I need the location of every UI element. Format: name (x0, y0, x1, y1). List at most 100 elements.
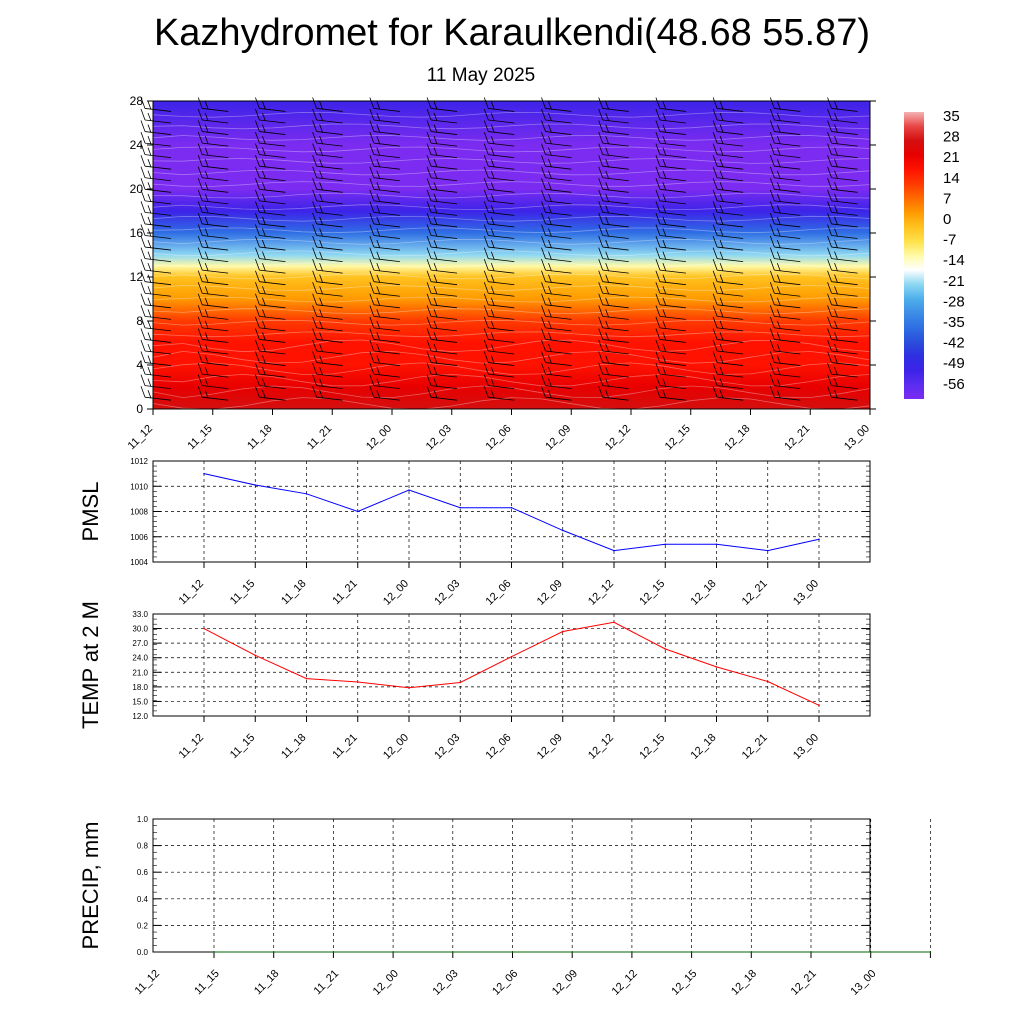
x-tick-label: 11_21 (305, 423, 335, 453)
wind-barb (197, 97, 229, 112)
wind-barb (255, 166, 286, 182)
pmsl-point (766, 549, 769, 552)
wind-barb (655, 97, 686, 112)
isotherm-line (152, 261, 871, 268)
wind-barb (712, 108, 744, 124)
wind-barb (541, 189, 572, 205)
wind-barb (255, 305, 286, 320)
x-tick-label: 12_21 (782, 423, 812, 453)
wind-barb (426, 247, 458, 262)
wind-barb (827, 224, 858, 239)
wind-barb (312, 235, 343, 251)
temperature-field (153, 101, 870, 409)
wind-barb (369, 247, 400, 262)
wind-barb (769, 351, 801, 366)
wind-barb (483, 362, 515, 378)
wind-barb (769, 282, 801, 297)
wind-barb (655, 235, 686, 251)
wind-barb (312, 155, 343, 170)
wind-barb (140, 201, 172, 216)
wind-barb (483, 374, 515, 390)
wind-barb (655, 374, 686, 390)
wind-barb (255, 178, 286, 193)
wind-barb (312, 224, 343, 239)
y-tick-label: 8 (136, 314, 143, 328)
wind-barb (712, 224, 744, 239)
wind-barb (369, 386, 400, 401)
wind-barb (827, 328, 858, 343)
wind-barb (483, 178, 515, 193)
wind-barb (769, 108, 801, 124)
temp-point (305, 677, 308, 680)
temp-point (715, 666, 718, 668)
x-tick-label: 12_00 (364, 423, 394, 453)
temp-point (254, 654, 257, 657)
wind-barb (712, 339, 744, 355)
wind-barb (541, 247, 572, 262)
wind-barb (197, 259, 229, 274)
wind-barb (140, 374, 172, 390)
wind-barb (712, 362, 744, 378)
wind-barb (541, 212, 572, 228)
wind-barb (541, 143, 572, 159)
precip-point (452, 951, 454, 953)
wind-barb (426, 362, 458, 378)
wind-barb (197, 316, 229, 332)
wind-barb (541, 97, 572, 112)
wind-barb (655, 201, 686, 216)
wind-barb (541, 362, 572, 378)
pmsl-point (818, 538, 820, 541)
wind-barb (827, 259, 858, 274)
x-tick-label: 12_21 (789, 968, 819, 998)
colorbar-label: -49 (943, 355, 965, 372)
wind-barb (483, 143, 515, 159)
wind-barb (312, 247, 343, 262)
wind-barb (655, 108, 686, 124)
wind-barb (712, 212, 744, 228)
x-tick-label: 11_12 (126, 423, 156, 453)
x-tick-label: 12_09 (535, 578, 565, 608)
wind-barb (541, 270, 572, 286)
x-tick-label: 12_12 (610, 968, 640, 998)
wind-barb (712, 97, 744, 112)
wind-barb (769, 386, 801, 401)
x-tick-label: 12_03 (431, 968, 461, 998)
wind-barb (483, 108, 515, 124)
wind-barb (426, 166, 458, 182)
precip-point (332, 951, 335, 953)
wind-barb (541, 201, 572, 216)
y-tick-label: 24.0 (132, 654, 148, 663)
wind-barb (483, 166, 515, 182)
wind-barb (255, 293, 286, 309)
precip-panel: 1.0 0.8 0.6 0.4 0.2 0.0 11_12 11_15 11_18 11_21 12… (78, 815, 932, 998)
wind-barb (712, 155, 744, 170)
wind-barb (140, 351, 172, 366)
wind-barb (312, 212, 343, 228)
wind-barb (483, 155, 515, 170)
wind-barb (140, 293, 172, 309)
precip-point (631, 951, 633, 953)
wind-barb (255, 120, 286, 135)
wind-barb (312, 97, 343, 112)
wind-barb (426, 155, 458, 170)
wind-barb (598, 131, 629, 147)
y-tick-label: 30.0 (132, 625, 148, 634)
wind-barb (140, 108, 172, 124)
wind-barb (197, 178, 229, 193)
wind-barb (312, 131, 343, 147)
wind-barb (598, 120, 629, 135)
x-tick-label: 12_21 (740, 732, 770, 762)
pmsl-point (510, 506, 513, 509)
wind-barb (369, 212, 400, 228)
wind-barb (483, 328, 515, 343)
wind-barb (426, 293, 458, 309)
wind-barb (255, 282, 286, 297)
wind-barb (827, 235, 858, 251)
wind-barb (541, 339, 572, 355)
precip-point (929, 951, 932, 953)
wind-barb (483, 270, 515, 286)
wind-barb (541, 305, 572, 320)
y-tick-label: 27.0 (132, 639, 148, 648)
wind-barb (426, 120, 458, 135)
wind-barb (827, 166, 858, 182)
